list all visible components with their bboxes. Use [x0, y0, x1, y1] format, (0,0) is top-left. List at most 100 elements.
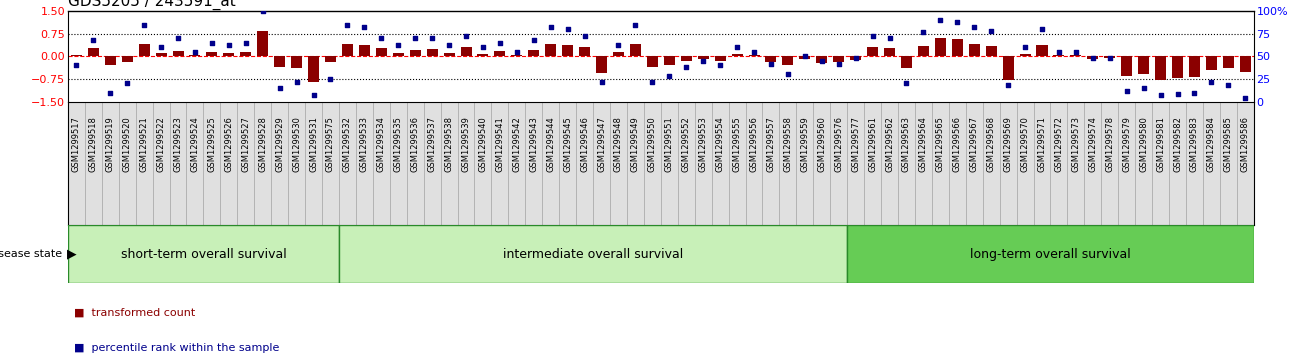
Bar: [525, 102, 542, 225]
Text: GSM1299571: GSM1299571: [1037, 117, 1046, 172]
Point: [252, 8, 273, 14]
Text: GSM1299576: GSM1299576: [835, 117, 844, 172]
Text: GSM1299583: GSM1299583: [1190, 117, 1199, 172]
Point: [303, 92, 324, 98]
Text: GSM1299527: GSM1299527: [242, 117, 251, 172]
Bar: [138, 44, 150, 56]
Bar: [1188, 56, 1200, 77]
Bar: [848, 225, 1254, 283]
Text: GSM1299560: GSM1299560: [818, 117, 827, 172]
Text: GSM1299530: GSM1299530: [293, 117, 302, 172]
Point: [133, 22, 154, 28]
Bar: [1118, 102, 1135, 225]
Bar: [831, 102, 848, 225]
Text: GSM1299582: GSM1299582: [1173, 117, 1182, 172]
Point: [150, 44, 171, 50]
Bar: [697, 56, 709, 59]
Point: [998, 82, 1019, 88]
Text: disease state: disease state: [0, 249, 65, 259]
Bar: [1237, 102, 1254, 225]
Text: ■  percentile rank within the sample: ■ percentile rank within the sample: [74, 343, 279, 354]
Bar: [746, 102, 763, 225]
Bar: [1169, 102, 1186, 225]
Text: GSM1299580: GSM1299580: [1139, 117, 1148, 172]
Bar: [613, 52, 624, 56]
Bar: [562, 45, 573, 56]
Point: [422, 35, 443, 41]
Bar: [782, 56, 794, 65]
Bar: [680, 56, 692, 61]
Bar: [714, 56, 726, 61]
Text: GSM1299568: GSM1299568: [986, 117, 995, 172]
Point: [1117, 88, 1138, 94]
Text: GSM1299565: GSM1299565: [936, 117, 944, 172]
Bar: [1135, 102, 1152, 225]
Text: GSM1299539: GSM1299539: [461, 117, 470, 172]
Point: [524, 37, 545, 43]
Bar: [1222, 56, 1234, 68]
Bar: [816, 56, 827, 63]
Point: [913, 29, 934, 34]
Bar: [999, 102, 1016, 225]
Bar: [508, 102, 525, 225]
Bar: [1037, 45, 1047, 56]
Bar: [423, 102, 440, 225]
Point: [743, 49, 764, 54]
Bar: [627, 102, 644, 225]
Point: [609, 42, 629, 48]
Bar: [68, 225, 340, 283]
Text: GSM1299541: GSM1299541: [495, 117, 504, 172]
Bar: [982, 102, 999, 225]
Text: GSM1299578: GSM1299578: [1105, 117, 1114, 172]
Bar: [444, 53, 454, 56]
Bar: [257, 30, 268, 56]
Bar: [71, 55, 82, 56]
Text: GSM1299521: GSM1299521: [140, 117, 149, 172]
Point: [218, 42, 239, 48]
Bar: [1171, 56, 1183, 78]
Text: GSM1299524: GSM1299524: [191, 117, 200, 172]
Bar: [596, 56, 607, 73]
Bar: [1203, 102, 1220, 225]
Bar: [1084, 102, 1101, 225]
Bar: [393, 53, 404, 56]
Point: [947, 19, 968, 25]
Point: [592, 79, 613, 85]
Point: [439, 42, 460, 48]
Text: GSM1299546: GSM1299546: [580, 117, 589, 172]
Bar: [935, 38, 946, 56]
Text: GSM1299537: GSM1299537: [427, 117, 436, 172]
Bar: [274, 56, 285, 67]
Bar: [528, 50, 539, 56]
Point: [1202, 79, 1222, 85]
Bar: [1121, 56, 1132, 76]
Bar: [238, 102, 255, 225]
Bar: [342, 44, 353, 56]
Bar: [359, 45, 370, 56]
Bar: [85, 102, 102, 225]
Bar: [1155, 56, 1166, 80]
Text: GSM1299584: GSM1299584: [1207, 117, 1216, 172]
Point: [862, 33, 883, 39]
Point: [65, 62, 86, 68]
Text: GSM1299567: GSM1299567: [970, 117, 978, 172]
Bar: [1020, 54, 1030, 56]
Text: GSM1299542: GSM1299542: [512, 117, 521, 172]
Bar: [899, 102, 916, 225]
Bar: [440, 102, 457, 225]
Text: GSM1299536: GSM1299536: [410, 117, 419, 172]
Bar: [172, 51, 184, 56]
Bar: [308, 56, 319, 82]
Point: [1151, 92, 1171, 98]
Point: [1185, 90, 1205, 95]
Bar: [949, 102, 965, 225]
Bar: [289, 102, 306, 225]
Text: GSM1299522: GSM1299522: [157, 117, 166, 172]
Bar: [542, 102, 559, 225]
Point: [1134, 85, 1155, 91]
Point: [811, 58, 832, 64]
Bar: [121, 56, 133, 62]
Bar: [780, 102, 797, 225]
Bar: [410, 50, 421, 56]
Point: [1083, 55, 1104, 61]
